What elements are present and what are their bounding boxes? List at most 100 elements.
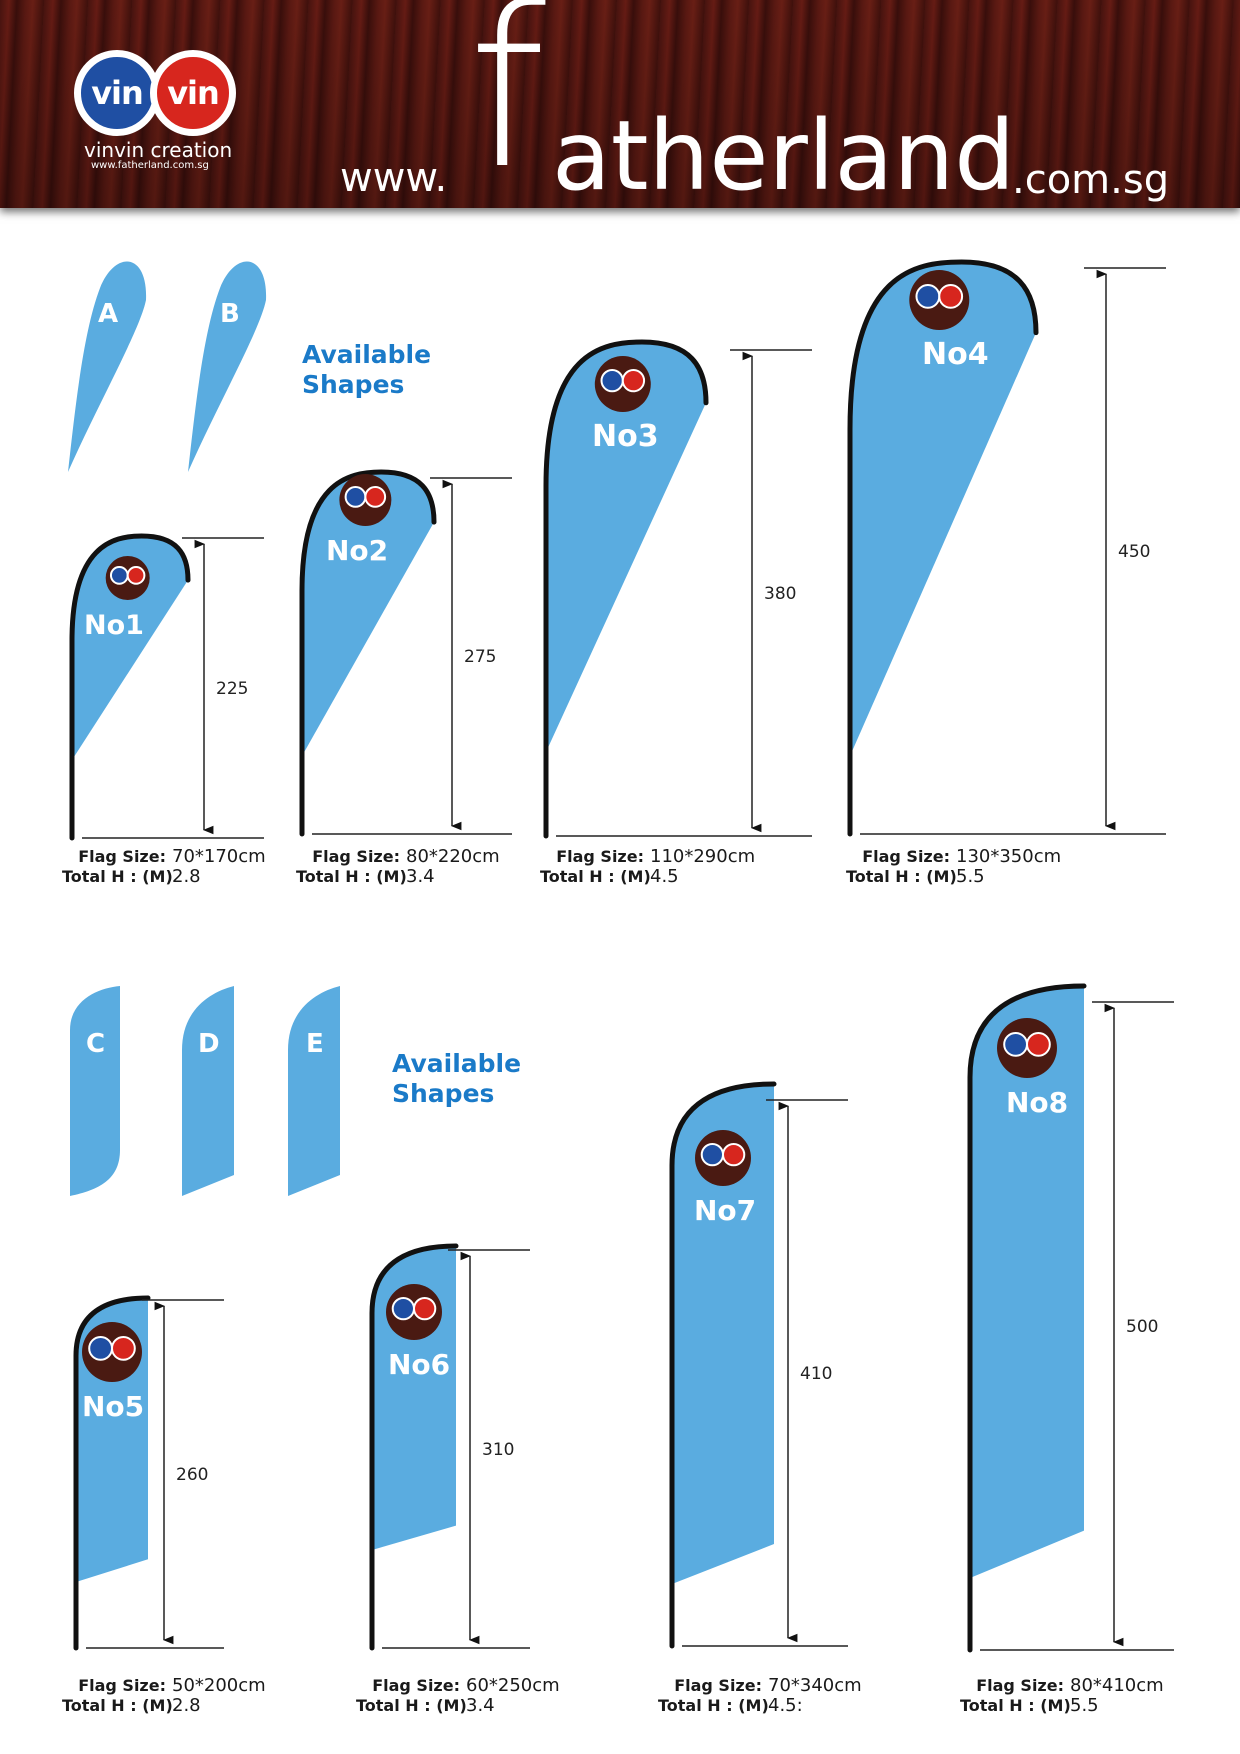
shape-a [68,261,147,472]
total-height-row: Total H : (M)3.4 [296,867,500,887]
flag-no1: No1 225 [69,533,264,841]
flag-no6: No6 310 [369,1243,530,1651]
flag-no8: No8 500 [967,983,1174,1653]
total-height-value: 4.5 [650,866,679,887]
flag-name-label: No3 [592,419,659,454]
flag-size-value: 70*340cm [768,1675,862,1696]
total-height-key: Total H : (M) [540,867,651,886]
flag-size-key: Flag Size: [862,847,950,866]
flag-size-value: 70*170cm [172,846,266,867]
flag-height-value: 410 [800,1364,832,1384]
total-height-key: Total H : (M) [296,867,407,886]
logo-url: www.fatherland.com.sg [91,160,209,171]
flag-size-row: Flag Size: 80*220cm [296,847,500,867]
flag-layer: No1 225 No2 275 No3 380 No4 450 No5 260 No6 310 No7 4… [69,259,1174,1653]
logo-name: vinvin creation [84,138,233,162]
flag-specs: Flag Size: 70*340cm Total H : (M)4.5: [658,1676,862,1716]
shape-d-label: D [198,1029,220,1059]
flag-fabric [546,342,706,752]
header-big-f: f [468,0,547,218]
available-shapes-title-4: Shapes [392,1079,494,1108]
total-height-value: 5.5 [956,866,985,887]
flag-size-row: Flag Size: 80*410cm [960,1676,1164,1696]
flag-specs: Flag Size: 50*200cm Total H : (M)2.8 [62,1676,266,1716]
header-wordmark: atherland [552,100,1016,212]
flag-height-value: 310 [482,1440,514,1460]
flag-specs: Flag Size: 130*350cm Total H : (M)5.5 [846,847,1061,887]
flag-fabric [72,536,188,760]
available-shapes-title-2: Shapes [302,370,404,399]
shape-a-label: A [98,299,118,329]
flag-size-row: Flag Size: 110*290cm [540,847,755,867]
available-shapes-title-1: Available [302,340,431,369]
total-height-row: Total H : (M)3.4 [356,1696,560,1716]
logo-circle-blue: vin [74,50,160,136]
flag-height-value: 275 [464,647,496,667]
shape-b [188,261,267,472]
flag-name-label: No5 [82,1390,144,1423]
flag-pole [73,1295,151,1651]
flag-specs: Flag Size: 80*410cm Total H : (M)5.5 [960,1676,1164,1716]
total-height-value: 5.5 [1070,1695,1099,1716]
total-height-key: Total H : (M) [62,867,173,886]
flag-pole [543,339,709,839]
flag-pole [847,259,1039,837]
flag-height-value: 260 [176,1465,208,1485]
flag-height-value: 225 [216,679,248,699]
flag-size-row: Flag Size: 70*170cm [62,847,266,867]
flag-logo-badge [386,1284,442,1340]
flag-logo-badge [105,556,150,600]
flag-pole [69,533,191,841]
flag-logo-badge [695,1130,751,1186]
flag-fabric [302,472,434,756]
total-height-key: Total H : (M) [62,1696,173,1715]
flag-size-key: Flag Size: [674,1676,762,1695]
flag-no2: No2 275 [299,469,512,837]
flag-name-label: No6 [388,1348,450,1381]
total-height-row: Total H : (M)5.5 [846,867,1061,887]
flag-size-value: 60*250cm [466,1675,560,1696]
shape-c [70,986,120,1196]
header-www: www. [340,155,448,201]
flag-size-value: 110*290cm [650,846,756,867]
shape-group-teardrop: A B Available Shapes [68,261,431,472]
flag-logo-badge [82,1322,142,1382]
flag-pole [967,983,1087,1653]
flag-size-row: Flag Size: 60*250cm [356,1676,560,1696]
shape-c-label: C [86,1029,105,1059]
total-height-row: Total H : (M)4.5 [540,867,755,887]
flag-name-label: No1 [84,610,144,641]
flag-height-value: 380 [764,584,796,604]
total-height-value: 3.4 [466,1695,495,1716]
flag-size-row: Flag Size: 130*350cm [846,847,1061,867]
total-height-value: 4.5: [768,1695,803,1716]
flag-size-key: Flag Size: [78,847,166,866]
flag-size-key: Flag Size: [976,1676,1064,1695]
logo-circle-red: vin [150,50,236,136]
flag-name-label: No8 [1006,1086,1068,1119]
flag-size-key: Flag Size: [556,847,644,866]
flag-pole [299,469,437,837]
flag-logo-badge [594,356,651,412]
total-height-key: Total H : (M) [960,1696,1071,1715]
flag-size-value: 80*220cm [406,846,500,867]
flag-size-row: Flag Size: 50*200cm [62,1676,266,1696]
flag-no4: No4 450 [847,259,1166,837]
total-height-key: Total H : (M) [846,867,957,886]
flag-height-value: 500 [1126,1317,1158,1337]
total-height-key: Total H : (M) [356,1696,467,1715]
total-height-row: Total H : (M)5.5 [960,1696,1164,1716]
header-domain: .com.sg [1012,157,1170,203]
total-height-row: Total H : (M)2.8 [62,1696,266,1716]
flag-size-row: Flag Size: 70*340cm [658,1676,862,1696]
flag-fabric [850,262,1036,756]
available-shapes-title-3: Available [392,1049,521,1078]
shape-d [182,986,234,1196]
flag-specs: Flag Size: 70*170cm Total H : (M)2.8 [62,847,266,887]
flag-size-value: 80*410cm [1070,1675,1164,1696]
shape-e [288,986,340,1196]
flag-name-label: No4 [922,337,989,372]
flag-name-label: No2 [326,534,388,567]
flag-height-value: 450 [1118,542,1150,562]
flag-size-value: 50*200cm [172,1675,266,1696]
